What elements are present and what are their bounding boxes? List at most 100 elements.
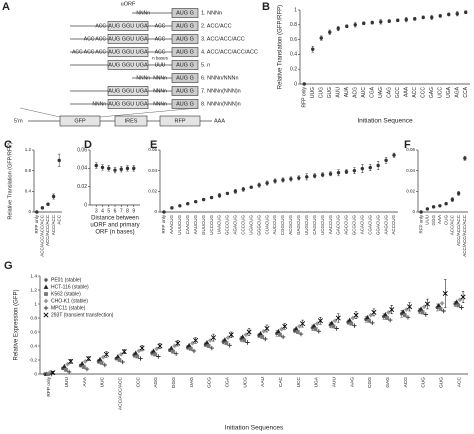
data-point — [233, 189, 238, 194]
data-point — [257, 183, 261, 187]
data-point — [139, 345, 145, 351]
data-point — [120, 359, 125, 365]
data-point — [352, 323, 357, 328]
x-tick-label: CAC — [278, 376, 284, 387]
x-axis-label: Initiation Sequences — [225, 425, 284, 432]
panel-letter: C — [4, 139, 12, 151]
data-point — [280, 334, 286, 340]
data-point — [46, 202, 50, 206]
data-point — [263, 336, 268, 342]
x-tick-label: RFP only — [46, 376, 52, 396]
data-point — [99, 360, 104, 365]
data-point — [335, 315, 341, 321]
y-tick-label: 0 — [154, 209, 157, 214]
data-point — [385, 316, 389, 320]
data-point — [460, 294, 466, 300]
x-tick-label: ACCCUG — [391, 215, 396, 235]
x-tick-label: 3 — [95, 208, 98, 214]
pre-sequence: ACC ACC — [84, 36, 107, 42]
x-tick-label: GCC — [395, 87, 401, 99]
data-point — [438, 204, 442, 208]
data-point — [370, 320, 375, 326]
data-point — [225, 191, 230, 196]
pre-sequence: ACC — [95, 23, 106, 29]
mid-sequence: ACC — [155, 49, 166, 55]
data-point — [344, 170, 349, 174]
x-tick-label: 7 — [120, 208, 123, 214]
data-point — [379, 20, 383, 24]
x-tick-label: UGA — [314, 376, 320, 387]
y-tick-label: 0 — [294, 81, 297, 87]
construct-label: 2. ACC/ACC — [201, 23, 232, 29]
mid-sequence: NNNn — [153, 88, 167, 94]
x-tick-label: CGG — [367, 377, 373, 388]
data-point — [353, 23, 357, 27]
panel-letter: G — [4, 260, 13, 272]
data-point — [360, 166, 364, 171]
data-point — [186, 202, 190, 206]
x-tick-label: CCC — [135, 376, 141, 387]
x-tick-label: UAACUG — [217, 215, 222, 235]
data-point — [424, 301, 430, 307]
legend-label: MPC11 (stable) — [51, 305, 86, 311]
x-tick-label: ACACUG — [359, 215, 364, 235]
data-point — [50, 370, 56, 376]
start-codon: AUG G — [176, 10, 194, 16]
data-point — [94, 163, 98, 168]
x-tick-label: 5 — [107, 208, 110, 214]
start-codon: AUG G — [176, 49, 194, 55]
x-tick-label: UUG — [310, 87, 316, 98]
data-point — [295, 330, 300, 334]
y-tick-label: 0.04 — [148, 168, 157, 173]
panel-letter: D — [84, 139, 92, 151]
x-tick-label: UCC — [438, 87, 444, 98]
data-point — [217, 193, 222, 198]
data-point — [125, 166, 130, 171]
x-tick-label: ACC/ACC — [51, 214, 56, 235]
data-point — [66, 369, 72, 375]
legend-marker — [43, 305, 49, 311]
uorf-sequence: AUG GGU UGA — [108, 62, 148, 68]
start-codon: AUG G — [176, 36, 194, 42]
x-tick-label: CCC — [421, 87, 427, 98]
x-tick-label: AAACUG — [169, 215, 174, 235]
data-point — [107, 166, 111, 171]
y-tick-label: 0 — [84, 202, 87, 208]
x-tick-label: AUA — [344, 86, 350, 97]
data-point — [157, 343, 163, 349]
pre-sequence: ACC ACC ACC — [72, 49, 106, 55]
y-tick-label: 1 — [34, 301, 37, 307]
data-point — [320, 173, 325, 177]
x-tick-label: 9 — [132, 208, 135, 214]
y-tick-label: 1.2 — [30, 287, 37, 293]
mid-sequence: NNNn — [153, 75, 167, 81]
data-point — [407, 304, 413, 310]
x-tick-label: CAACUG — [185, 215, 190, 235]
panel-letter: E — [150, 139, 157, 151]
construct-part: AAA — [214, 118, 225, 124]
x-tick-label: AUC — [361, 87, 367, 98]
y-tick-label: 0.04 — [77, 166, 87, 172]
x-tick-label: AACCUG — [328, 215, 333, 235]
x-tick-label: ACGCUG — [288, 215, 293, 235]
y-tick-label: 0 — [34, 371, 37, 377]
data-point — [117, 358, 122, 362]
x-tick-label: UUGCUG — [304, 215, 309, 235]
data-point — [64, 367, 68, 372]
construct-label: 4. ACC/ACC/ACC/ACC — [201, 49, 258, 55]
data-point — [282, 323, 288, 329]
construct-label: 3. ACC/ACC/ACC — [201, 36, 245, 42]
start-codon: AUG G — [176, 88, 194, 94]
mid-sequence: UUU — [155, 62, 166, 68]
x-tick-label: CUG — [421, 377, 427, 388]
x-tick-label: CAG — [387, 87, 393, 98]
data-point — [298, 331, 304, 337]
y-tick-label: 0 — [412, 209, 415, 214]
y-tick-label: 0.06 — [406, 147, 415, 152]
construct-box — [114, 115, 148, 127]
data-point — [227, 343, 232, 348]
x-tick-label: AAU — [260, 376, 266, 386]
x-tick-label: GUUCUG — [201, 215, 206, 235]
